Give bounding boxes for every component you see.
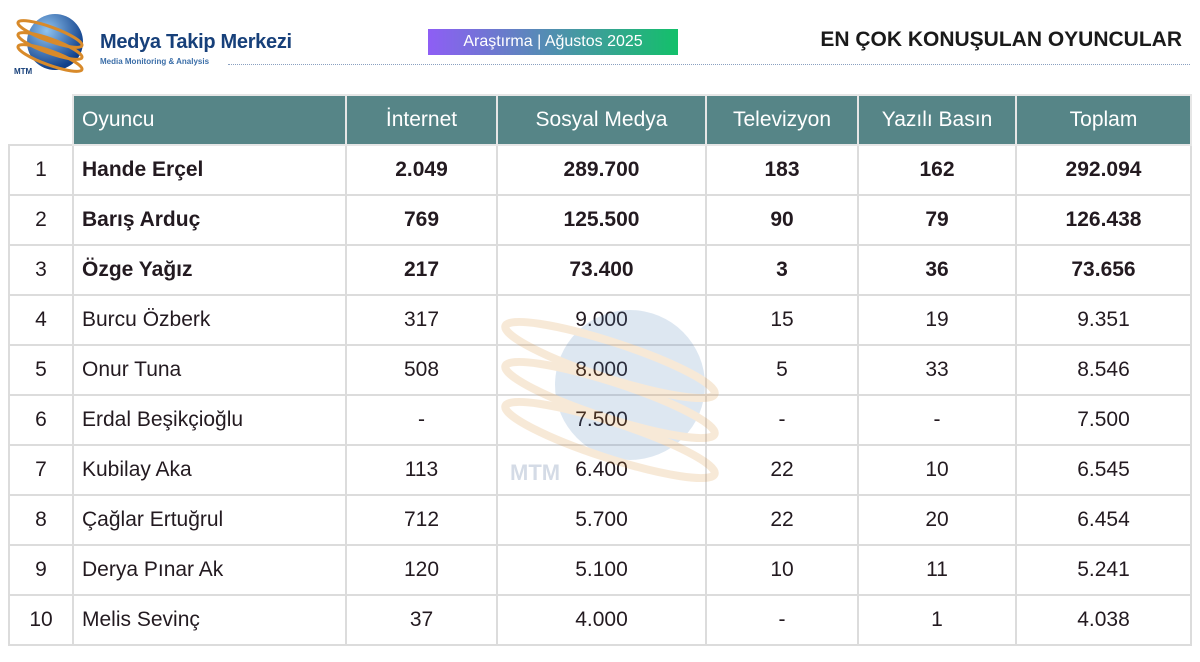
cell-televizyon: -: [705, 394, 859, 446]
header-oyuncu: Oyuncu: [72, 94, 347, 146]
date-badge: Araştırma | Ağustos 2025: [428, 29, 678, 55]
cell-rank: 5: [8, 344, 74, 396]
table-row: 7 Kubilay Aka 113 6.400 22 10 6.545: [8, 444, 1192, 496]
cell-name: Erdal Beşikçioğlu: [72, 394, 347, 446]
cell-sosyal-medya: 7.500: [496, 394, 707, 446]
cell-internet: 769: [345, 194, 498, 246]
cell-rank: 10: [8, 594, 74, 646]
cell-yazili-basin: 19: [857, 294, 1017, 346]
cell-name: Onur Tuna: [72, 344, 347, 396]
cell-internet: 37: [345, 594, 498, 646]
actors-table: Oyuncu İnternet Sosyal Medya Televizyon …: [8, 94, 1192, 646]
cell-toplam: 6.454: [1015, 494, 1192, 546]
cell-name: Kubilay Aka: [72, 444, 347, 496]
cell-yazili-basin: 1: [857, 594, 1017, 646]
svg-text:MTM: MTM: [14, 67, 33, 76]
cell-sosyal-medya: 4.000: [496, 594, 707, 646]
cell-televizyon: 15: [705, 294, 859, 346]
cell-rank: 6: [8, 394, 74, 446]
divider: [228, 64, 1190, 65]
cell-toplam: 126.438: [1015, 194, 1192, 246]
cell-toplam: 6.545: [1015, 444, 1192, 496]
cell-name: Burcu Özberk: [72, 294, 347, 346]
cell-yazili-basin: 36: [857, 244, 1017, 296]
cell-internet: 317: [345, 294, 498, 346]
cell-rank: 7: [8, 444, 74, 496]
cell-name: Çağlar Ertuğrul: [72, 494, 347, 546]
cell-yazili-basin: 162: [857, 144, 1017, 196]
svg-text:MTM: MTM: [510, 460, 560, 485]
cell-rank: 3: [8, 244, 74, 296]
cell-yazili-basin: 20: [857, 494, 1017, 546]
watermark-logo: MTM: [501, 310, 719, 485]
header-internet: İnternet: [345, 94, 498, 146]
cell-televizyon: -: [705, 594, 859, 646]
cell-name: Barış Arduç: [72, 194, 347, 246]
cell-toplam: 4.038: [1015, 594, 1192, 646]
cell-name: Melis Sevinç: [72, 594, 347, 646]
cell-yazili-basin: -: [857, 394, 1017, 446]
cell-internet: 113: [345, 444, 498, 496]
cell-internet: 2.049: [345, 144, 498, 196]
cell-sosyal-medya: 9.000: [496, 294, 707, 346]
cell-toplam: 292.094: [1015, 144, 1192, 196]
table-row: 3 Özge Yağız 217 73.400 3 36 73.656: [8, 244, 1192, 296]
header-televizyon: Televizyon: [705, 94, 859, 146]
brand-tagline: Media Monitoring & Analysis: [100, 57, 210, 66]
cell-televizyon: 183: [705, 144, 859, 196]
cell-yazili-basin: 10: [857, 444, 1017, 496]
cell-yazili-basin: 11: [857, 544, 1017, 596]
cell-internet: 508: [345, 344, 498, 396]
table-row: 8 Çağlar Ertuğrul 712 5.700 22 20 6.454: [8, 494, 1192, 546]
table-header: Oyuncu İnternet Sosyal Medya Televizyon …: [9, 94, 1192, 146]
cell-yazili-basin: 79: [857, 194, 1017, 246]
cell-internet: -: [345, 394, 498, 446]
table-row: 1 Hande Erçel 2.049 289.700 183 162 292.094: [8, 144, 1192, 196]
cell-name: Özge Yağız: [72, 244, 347, 296]
cell-yazili-basin: 33: [857, 344, 1017, 396]
cell-toplam: 9.351: [1015, 294, 1192, 346]
cell-toplam: 5.241: [1015, 544, 1192, 596]
header-toplam: Toplam: [1015, 94, 1192, 146]
header-sosyal-medya: Sosyal Medya: [496, 94, 707, 146]
table-row: 10 Melis Sevinç 37 4.000-1 4.038: [8, 594, 1192, 646]
brand-name: Medya Takip Merkezi: [100, 31, 292, 53]
cell-sosyal-medya: 5.100: [496, 544, 707, 596]
header-yazili-basin: Yazılı Basın: [857, 94, 1017, 146]
cell-toplam: 73.656: [1015, 244, 1192, 296]
cell-rank: 2: [8, 194, 74, 246]
cell-rank: 9: [8, 544, 74, 596]
cell-sosyal-medya: 73.400: [496, 244, 707, 296]
cell-sosyal-medya: 125.500: [496, 194, 707, 246]
cell-sosyal-medya: 289.700: [496, 144, 707, 196]
cell-rank: 1: [8, 144, 74, 196]
cell-rank: 4: [8, 294, 74, 346]
cell-toplam: 8.546: [1015, 344, 1192, 396]
rank-header: [9, 95, 73, 145]
cell-televizyon: 3: [705, 244, 859, 296]
cell-name: Derya Pınar Ak: [72, 544, 347, 596]
cell-televizyon: 5: [705, 344, 859, 396]
table-row: 2 Barış Arduç 769 125.500 90 79 126.438: [8, 194, 1192, 246]
cell-sosyal-medya: 5.700: [496, 494, 707, 546]
mtm-logo: MTM: [14, 14, 84, 76]
cell-toplam: 7.500: [1015, 394, 1192, 446]
cell-internet: 120: [345, 544, 498, 596]
cell-rank: 8: [8, 494, 74, 546]
cell-sosyal-medya: 6.400: [496, 444, 707, 496]
cell-internet: 217: [345, 244, 498, 296]
cell-internet: 712: [345, 494, 498, 546]
cell-sosyal-medya: 8.000: [496, 344, 707, 396]
cell-name: Hande Erçel: [72, 144, 347, 196]
cell-televizyon: 90: [705, 194, 859, 246]
page-title: EN ÇOK KONUŞULAN OYUNCULAR: [820, 28, 1182, 51]
table-row: 9 Derya Pınar Ak 120 5.100 10 11 5.241: [8, 544, 1192, 596]
cell-televizyon: 22: [705, 494, 859, 546]
cell-televizyon: 10: [705, 544, 859, 596]
cell-televizyon: 22: [705, 444, 859, 496]
